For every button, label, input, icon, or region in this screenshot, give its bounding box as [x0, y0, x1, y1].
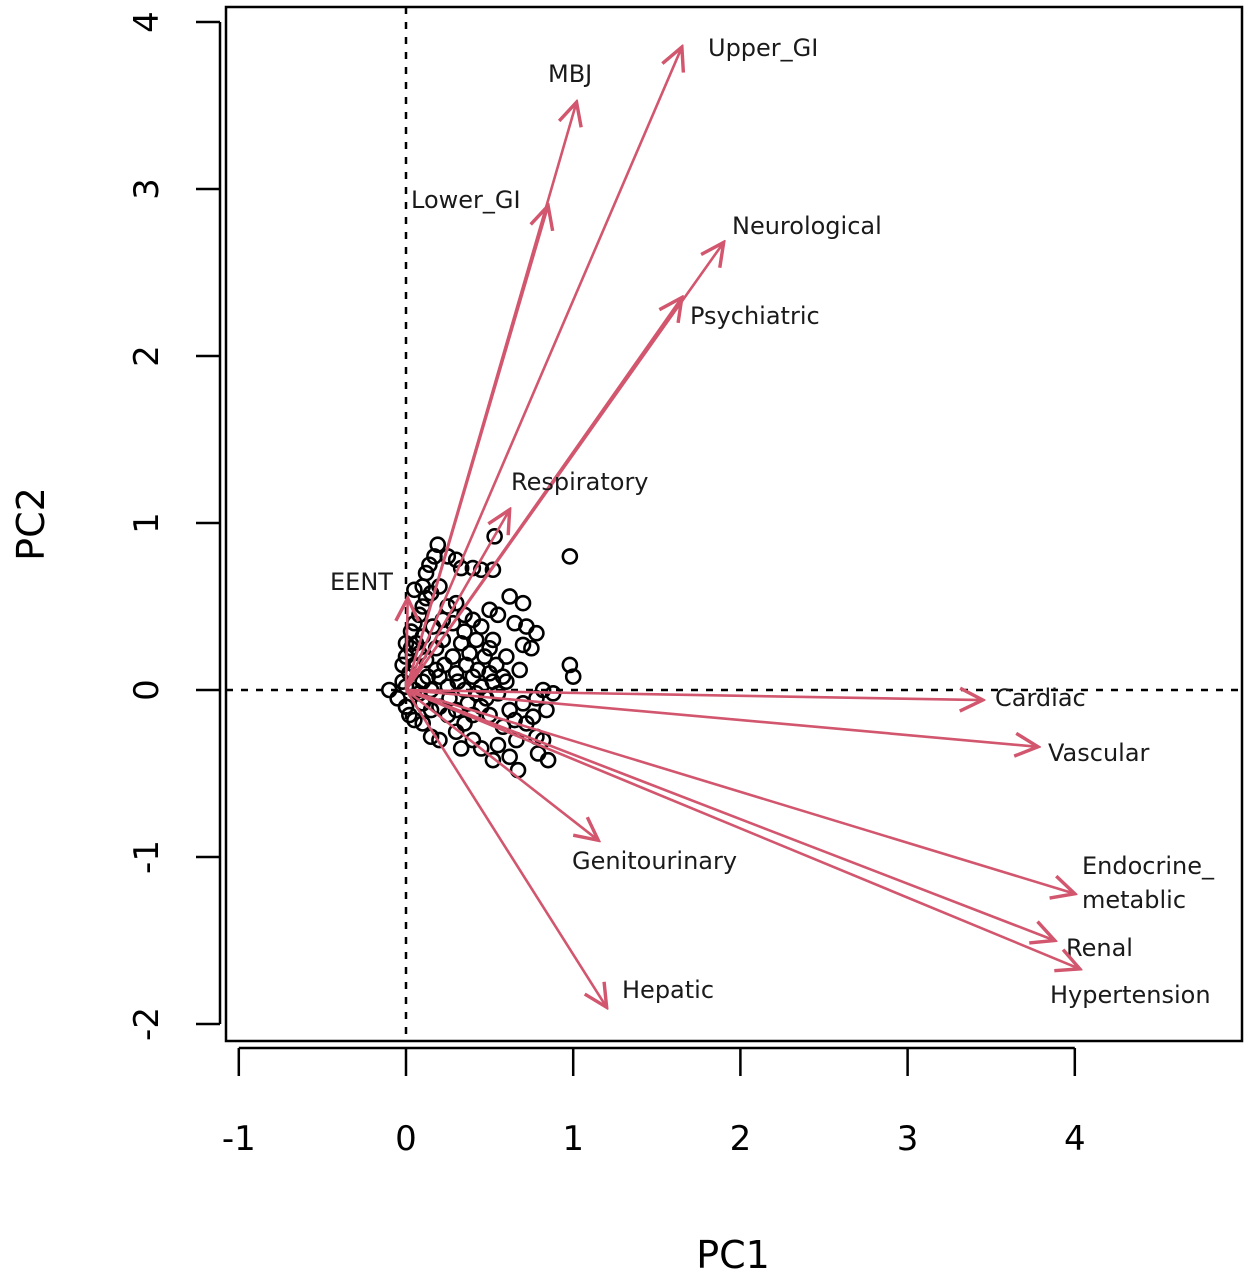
x-tick-label: 3 [897, 1119, 919, 1159]
loading-label-lower-gi: Lower_GI [411, 186, 521, 214]
loading-label-eent: EENT [330, 568, 393, 596]
score-point [452, 740, 470, 757]
scores-layer [380, 528, 582, 779]
loading-arrow-upper-gi [404, 47, 682, 691]
y-tick-label: 4 [127, 11, 167, 33]
score-point [514, 636, 532, 654]
score-point [511, 661, 528, 679]
score-point [431, 731, 448, 749]
x-tick-label: 2 [730, 1119, 752, 1159]
y-axis: -2 -1 0 1 2 3 4 [127, 11, 222, 1041]
score-point [523, 639, 540, 657]
score-point [406, 581, 423, 599]
score-point [429, 536, 447, 554]
loading-arrow-cardiac [405, 690, 983, 700]
y-tick-label: 3 [127, 178, 167, 200]
score-point [564, 668, 582, 685]
loading-label-psychiatric: Psychiatric [690, 302, 820, 330]
score-point [469, 661, 487, 679]
loading-label-hepatic: Hepatic [622, 976, 714, 1004]
loading-label-vascular: Vascular [1048, 739, 1150, 767]
loadings-layer: Upper_GI MBJ Lower_GI Neurological Psychiatr… [330, 34, 1215, 1009]
score-point [476, 648, 493, 665]
loading-arrow-renal [405, 688, 1055, 941]
score-point [501, 588, 518, 605]
score-point [389, 690, 406, 707]
score-point [456, 715, 473, 732]
score-point [538, 701, 555, 719]
score-point [397, 698, 415, 716]
score-point [436, 656, 453, 674]
score-point [514, 695, 532, 712]
loading-label-cardiac: Cardiac [995, 684, 1086, 712]
score-point [514, 594, 532, 612]
score-point [487, 656, 505, 674]
score-point [456, 623, 473, 640]
loading-label-mbj: MBJ [548, 60, 592, 88]
loading-arrow-lower-gi [404, 206, 548, 691]
score-point [489, 736, 507, 754]
loading-arrow-hepatic [404, 689, 607, 1007]
y-axis-title: PC2 [9, 487, 53, 561]
score-point [484, 673, 502, 690]
loading-arrow-endocrine-metablic [405, 688, 1075, 894]
loading-arrow-respiratory [404, 510, 510, 691]
x-tick-label: 0 [395, 1119, 417, 1159]
score-point [406, 711, 423, 729]
loading-label-renal: Renal [1066, 934, 1133, 962]
score-point [447, 594, 465, 612]
score-point [447, 723, 465, 741]
score-point [444, 648, 462, 665]
loading-arrow-hypertension [405, 688, 1080, 969]
x-tick-label: -1 [222, 1119, 256, 1159]
y-tick-label: -2 [127, 1007, 167, 1041]
score-point [407, 634, 425, 652]
score-point [472, 740, 490, 757]
loading-label-endocrine-metablic: Endocrine_ metablic [1082, 852, 1215, 914]
y-tick-label: -1 [127, 840, 167, 874]
loading-label-upper-gi: Upper_GI [708, 34, 818, 62]
score-point [401, 706, 418, 724]
loading-label-neurological: Neurological [732, 212, 882, 240]
loading-label-hypertension: Hypertension [1050, 981, 1211, 1009]
loading-arrow-vascular [405, 688, 1038, 747]
x-tick-label: 4 [1064, 1119, 1086, 1159]
loading-arrow-psychiatric [404, 298, 682, 691]
score-point [380, 681, 398, 699]
score-point [484, 561, 502, 579]
score-point [467, 685, 485, 702]
score-point [481, 601, 498, 619]
plot-frame [224, 5, 1244, 1043]
score-point [421, 556, 438, 574]
score-point [501, 748, 518, 766]
score-point [417, 564, 435, 582]
score-point [447, 664, 465, 682]
score-point [449, 673, 467, 690]
score-point [484, 751, 502, 769]
score-point [464, 731, 482, 749]
y-tick-label: 1 [127, 512, 167, 534]
loading-label-respiratory: Respiratory [511, 468, 649, 496]
score-point [419, 668, 437, 685]
x-tick-label: 1 [562, 1119, 584, 1159]
score-point [464, 611, 482, 629]
x-axis-title: PC1 [696, 1233, 770, 1277]
loading-label-genitourinary: Genitourinary [572, 847, 737, 875]
score-point [529, 745, 547, 762]
loading-arrow-genitourinary [405, 688, 598, 840]
score-point [489, 606, 507, 624]
score-point [484, 631, 502, 649]
x-axis: -1 0 1 2 3 4 [222, 1046, 1086, 1159]
score-point [561, 548, 579, 565]
score-point [539, 751, 557, 769]
score-point [498, 648, 515, 665]
y-tick-label: 0 [127, 679, 167, 701]
score-point [528, 624, 545, 642]
y-tick-label: 2 [127, 345, 167, 367]
score-point [481, 639, 498, 657]
score-point [394, 656, 411, 674]
loading-arrow-eent [406, 598, 408, 691]
